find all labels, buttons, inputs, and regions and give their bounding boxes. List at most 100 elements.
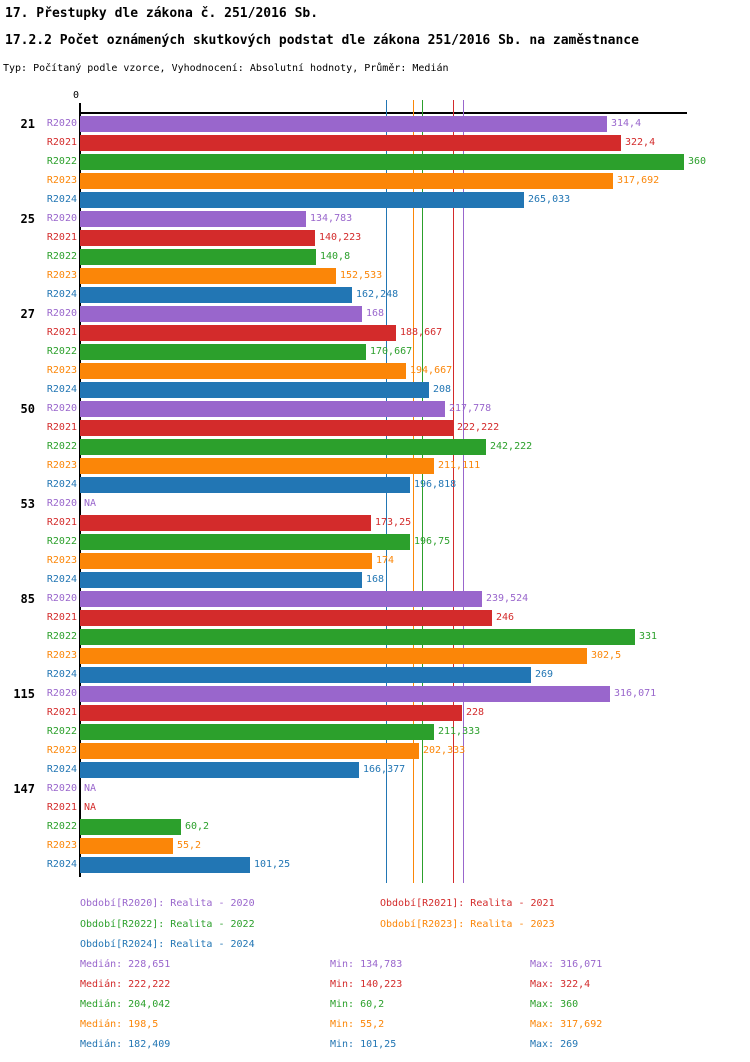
year-label: R2023 xyxy=(46,365,77,376)
report-title-line2: 17.2.2 Počet oznámených skutkových podst… xyxy=(5,33,639,48)
year-label: R2022 xyxy=(46,156,77,167)
bar xyxy=(80,154,684,170)
year-label: R2021 xyxy=(46,327,77,338)
bar-na-label: NA xyxy=(84,498,97,509)
bar-value-label: 101,25 xyxy=(254,859,291,870)
bar xyxy=(80,116,607,132)
bar-value-label: 208 xyxy=(433,384,452,395)
bar xyxy=(80,572,362,588)
category-label: 147 xyxy=(13,782,35,796)
year-label: R2022 xyxy=(46,821,77,832)
year-label: R2021 xyxy=(46,802,77,813)
bar-value-label: 246 xyxy=(496,612,515,623)
legend-item: Období[R2024]: Realita - 2024 xyxy=(80,939,255,950)
bar-value-label: 196,818 xyxy=(414,479,457,490)
bar-value-label: 134,783 xyxy=(310,213,353,224)
stat-max: Max: 322,4 xyxy=(530,979,591,990)
category-label: 25 xyxy=(20,212,35,226)
bar xyxy=(80,515,371,531)
year-label: R2023 xyxy=(46,175,77,186)
legend-item: Období[R2021]: Realita - 2021 xyxy=(380,898,555,909)
year-label: R2022 xyxy=(46,536,77,547)
year-label: R2024 xyxy=(46,574,77,585)
stat-min: Min: 101,25 xyxy=(330,1039,397,1050)
bar-value-label: 316,071 xyxy=(614,688,657,699)
stat-max: Max: 360 xyxy=(530,999,579,1010)
bar xyxy=(80,762,359,778)
bar xyxy=(80,439,486,455)
year-label: R2020 xyxy=(46,308,77,319)
bar xyxy=(80,534,410,550)
bar xyxy=(80,686,610,702)
bar-value-label: 322,4 xyxy=(625,137,656,148)
year-label: R2020 xyxy=(46,213,77,224)
bar xyxy=(80,173,613,189)
bar xyxy=(80,477,410,493)
bar xyxy=(80,724,434,740)
report-title-line1: 17. Přestupky dle zákona č. 251/2016 Sb. xyxy=(5,6,319,21)
bar-value-label: 269 xyxy=(535,669,554,680)
category-label: 53 xyxy=(20,497,35,511)
bar-na-label: NA xyxy=(84,802,97,813)
year-label: R2024 xyxy=(46,194,77,205)
year-label: R2020 xyxy=(46,783,77,794)
bar xyxy=(80,420,453,436)
year-label: R2021 xyxy=(46,422,77,433)
stat-median: Medián: 182,409 xyxy=(80,1039,171,1050)
stat-median: Medián: 198,5 xyxy=(80,1019,159,1030)
year-label: R2022 xyxy=(46,631,77,642)
bar xyxy=(80,458,434,474)
stat-max: Max: 269 xyxy=(530,1039,579,1050)
bar-value-label: 170,667 xyxy=(370,346,413,357)
bar xyxy=(80,306,362,322)
year-label: R2021 xyxy=(46,707,77,718)
year-label: R2024 xyxy=(46,669,77,680)
bar-value-label: 202,333 xyxy=(423,745,466,756)
bar-value-label: 55,2 xyxy=(177,840,202,851)
bar xyxy=(80,230,315,246)
bar-value-label: 265,033 xyxy=(528,194,571,205)
x-axis-zero-tick-label: 0 xyxy=(73,90,80,101)
bar-value-label: 194,667 xyxy=(410,365,453,376)
year-label: R2023 xyxy=(46,650,77,661)
category-label: 85 xyxy=(20,592,35,606)
bar xyxy=(80,135,621,151)
bar-value-label: 168 xyxy=(366,574,385,585)
median-line-R2022 xyxy=(422,100,424,883)
year-label: R2021 xyxy=(46,232,77,243)
bar-value-label: 331 xyxy=(639,631,658,642)
bar xyxy=(80,192,524,208)
median-line-R2020 xyxy=(463,100,465,883)
stat-min: Min: 55,2 xyxy=(330,1019,385,1030)
year-label: R2021 xyxy=(46,137,77,148)
bar xyxy=(80,344,366,360)
bar xyxy=(80,249,316,265)
bar-value-label: 302,5 xyxy=(591,650,622,661)
year-label: R2020 xyxy=(46,593,77,604)
bar-value-label: 242,222 xyxy=(490,441,533,452)
bar xyxy=(80,743,419,759)
x-axis-line xyxy=(79,112,687,114)
year-label: R2022 xyxy=(46,346,77,357)
bar-value-label: 140,8 xyxy=(320,251,351,262)
legend-item: Období[R2023]: Realita - 2023 xyxy=(380,919,555,930)
bar xyxy=(80,838,173,854)
legend-item: Období[R2022]: Realita - 2022 xyxy=(80,919,255,930)
bar-value-label: 196,75 xyxy=(414,536,451,547)
bar xyxy=(80,648,587,664)
bar-value-label: 211,111 xyxy=(438,460,481,471)
bar xyxy=(80,268,336,284)
category-label: 50 xyxy=(20,402,35,416)
year-label: R2024 xyxy=(46,289,77,300)
median-line-R2023 xyxy=(412,100,414,883)
category-label: 21 xyxy=(20,117,35,131)
bar-value-label: 211,333 xyxy=(438,726,481,737)
bar-na-label: NA xyxy=(84,783,97,794)
year-label: R2023 xyxy=(46,840,77,851)
bar-value-label: 168 xyxy=(366,308,385,319)
stat-median: Medián: 204,042 xyxy=(80,999,171,1010)
report-subtitle: Typ: Počítaný podle vzorce, Vyhodnocení:… xyxy=(3,63,449,74)
bar xyxy=(80,819,181,835)
year-label: R2023 xyxy=(46,270,77,281)
bar-value-label: 60,2 xyxy=(185,821,210,832)
